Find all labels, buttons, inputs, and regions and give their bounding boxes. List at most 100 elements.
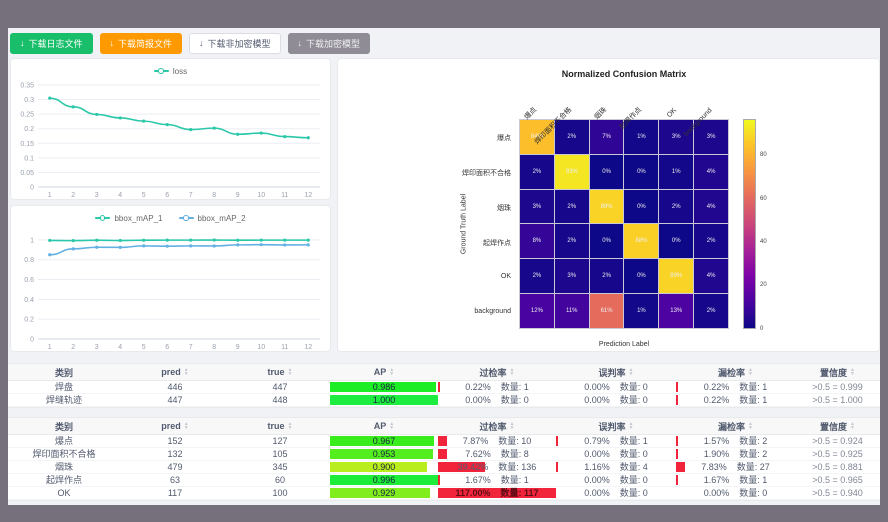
cell-overdetect-rate: 7.87% 数量: 10 [438, 435, 556, 448]
column-header-过检率[interactable]: 过检率 ▲ ▼ [438, 418, 556, 434]
column-header-误判率[interactable]: 误判率 ▲ ▼ [556, 364, 676, 380]
matrix-cell-起焊作点-background: 2% [694, 224, 728, 259]
sort-icon[interactable]: ▲ ▼ [628, 421, 634, 431]
matrix-cell-起焊作点-起焊作点: 88% [624, 224, 659, 259]
svg-text:4: 4 [118, 344, 122, 351]
matrix-cell-value: 3% [706, 133, 716, 140]
matrix-cell-value: 1% [637, 308, 646, 315]
matrix-cell-value: 2% [706, 238, 716, 245]
matrix-cell-value: 89% [600, 203, 613, 210]
button-label: 下载非加密模型 [207, 39, 271, 49]
svg-text:2: 2 [71, 192, 75, 199]
svg-text:0: 0 [30, 185, 34, 192]
column-header-true[interactable]: true ▲ ▼ [230, 364, 330, 380]
sort-icon[interactable]: ▲ ▼ [287, 367, 293, 377]
table-row-焊印面积不合格: 焊印面积不合格 132 105 0.953 7.62% 数量: 8 0.00% 数量: 0 1.… [8, 448, 880, 461]
matrix-cell-焊印面积不合格-爆点: 2% [520, 154, 554, 189]
rate-count: 数量: 0 [619, 475, 648, 485]
column-header-true[interactable]: true ▲ ▼ [230, 418, 330, 434]
column-header-漏检率[interactable]: 漏检率 ▲ ▼ [676, 364, 795, 380]
column-header-置信度[interactable]: 置信度 ▲ ▼ [795, 364, 880, 380]
matrix-cell-background-爆点: 12% [520, 294, 554, 328]
rate-count: 数量: 1 [739, 382, 768, 392]
column-header-置信度[interactable]: 置信度 ▲ ▼ [795, 418, 880, 434]
column-header-AP[interactable]: AP ▲ ▼ [330, 418, 438, 434]
results-table-2: 类别 pred ▲ ▼ true ▲ ▼ AP ▲ ▼ 过检率 ▲ ▼ 误判率 ▲ ▼ 漏检率 ▲ ▼ 置信度 ▲ ▼ 爆点… [8, 417, 880, 501]
svg-text:0.2: 0.2 [24, 317, 34, 324]
svg-text:1: 1 [30, 237, 34, 244]
download-button-1[interactable]: ↓ 下载日志文件 [10, 33, 93, 54]
colorbar-tick-0: 0 [760, 325, 764, 332]
rate-count: 数量: 1 [739, 395, 768, 405]
cell-ap: 0.986 [330, 381, 438, 394]
download-button-2[interactable]: ↓ 下载简报文件 [99, 33, 183, 54]
colorbar-tick-60: 60 [760, 195, 767, 202]
rate-text: 7.87% 数量: 10 [438, 435, 556, 447]
rate-text: 39.42% 数量: 136 [438, 461, 556, 473]
column-header-pred[interactable]: pred ▲ ▼ [120, 418, 230, 434]
svg-text:0.6: 0.6 [24, 277, 34, 284]
matrix-cell-起焊作点-焊印面积不合格: 2% [554, 224, 589, 259]
sort-icon[interactable]: ▲ ▼ [389, 367, 395, 377]
toolbar: ↓ 下载日志文件 ↓ 下载简报文件 ↓ 下载非加密模型 ↓ 下载加密模型 [10, 33, 371, 54]
map-chart-card: bbox_mAP_1 bbox_mAP_2 0 0.2 0.4 0.6 0.8 1 1 2 3 4 5… [10, 205, 331, 352]
column-header-类别: 类别 [8, 364, 120, 380]
sort-icon[interactable]: ▲ ▼ [183, 367, 189, 377]
sort-icon[interactable]: ▲ ▼ [509, 421, 515, 431]
cell-true: 127 [230, 435, 330, 448]
matrix-cell-OK-爆点: 2% [520, 259, 554, 294]
legend-item-bbox_mAP_1[interactable]: bbox_mAP_1 [95, 214, 163, 223]
cell-miss-rate: 0.22% 数量: 1 [676, 381, 795, 394]
sort-icon[interactable]: ▲ ▼ [287, 421, 293, 431]
loss-chart-legend: loss [11, 59, 330, 79]
svg-text:9: 9 [236, 344, 240, 351]
ap-bar [330, 382, 437, 392]
matrix-cell-OK-焊印面积不合格: 3% [554, 259, 589, 294]
svg-text:1: 1 [48, 344, 52, 351]
sort-icon[interactable]: ▲ ▼ [748, 367, 753, 377]
rate-count: 数量: 2 [739, 449, 768, 459]
ap-value: 0.929 [372, 488, 396, 498]
sort-icon[interactable]: ▲ ▼ [850, 367, 855, 377]
rate-percent: 0.00% [584, 475, 610, 485]
column-header-过检率[interactable]: 过检率 ▲ ▼ [438, 364, 556, 380]
column-header-漏检率[interactable]: 漏检率 ▲ ▼ [676, 418, 795, 434]
legend-item-bbox_mAP_2[interactable]: bbox_mAP_2 [178, 214, 246, 223]
svg-text:4: 4 [118, 192, 122, 199]
sort-icon[interactable]: ▲ ▼ [509, 367, 515, 377]
cell-miss-rate: 1.67% 数量: 1 [676, 474, 795, 487]
svg-text:5: 5 [142, 344, 146, 351]
cell-pred: 479 [120, 461, 230, 474]
rate-count: 数量: 0 [619, 488, 648, 498]
svg-text:9: 9 [236, 192, 240, 199]
column-header-pred[interactable]: pred ▲ ▼ [120, 364, 230, 380]
rate-count: 数量: 1 [500, 475, 529, 485]
column-header-误判率[interactable]: 误判率 ▲ ▼ [556, 418, 676, 434]
cell-class: 烟珠 [8, 461, 120, 474]
matrix-cell-爆点-background: 3% [694, 120, 728, 154]
download-button-3[interactable]: ↓ 下载非加密模型 [189, 33, 281, 54]
cell-overdetect-rate: 1.67% 数量: 1 [438, 474, 556, 487]
column-header-AP[interactable]: AP ▲ ▼ [330, 364, 438, 380]
column-header-label: AP [373, 367, 387, 377]
sort-icon[interactable]: ▲ ▼ [389, 421, 395, 431]
rate-bar [676, 382, 678, 392]
matrix-cell-background-OK: 13% [659, 294, 694, 328]
legend-item-loss[interactable]: loss [153, 67, 187, 76]
matrix-cell-value: 3% [671, 133, 681, 140]
ap-value: 0.900 [372, 462, 396, 472]
sort-icon[interactable]: ▲ ▼ [748, 421, 753, 431]
download-button-4[interactable]: ↓ 下载加密模型 [287, 33, 371, 54]
sort-icon[interactable]: ▲ ▼ [183, 421, 189, 431]
rate-text: 0.22% 数量: 1 [438, 381, 556, 393]
matrix-cell-爆点-OK: 3% [659, 120, 694, 154]
ap-bar [330, 488, 431, 498]
content-area: ↓ 下载日志文件 ↓ 下载简报文件 ↓ 下载非加密模型 ↓ 下载加密模型 loss 0 0.05… [8, 28, 880, 505]
matrix-cell-焊印面积不合格-焊印面积不合格: 93% [554, 154, 589, 189]
cell-ap: 0.996 [330, 474, 438, 487]
cell-confidence: >0.5 = 0.940 [795, 487, 880, 500]
rate-text: 7.62% 数量: 8 [438, 448, 556, 460]
sort-icon[interactable]: ▲ ▼ [850, 421, 855, 431]
sort-icon[interactable]: ▲ ▼ [628, 367, 634, 377]
ap-bar [330, 449, 433, 459]
